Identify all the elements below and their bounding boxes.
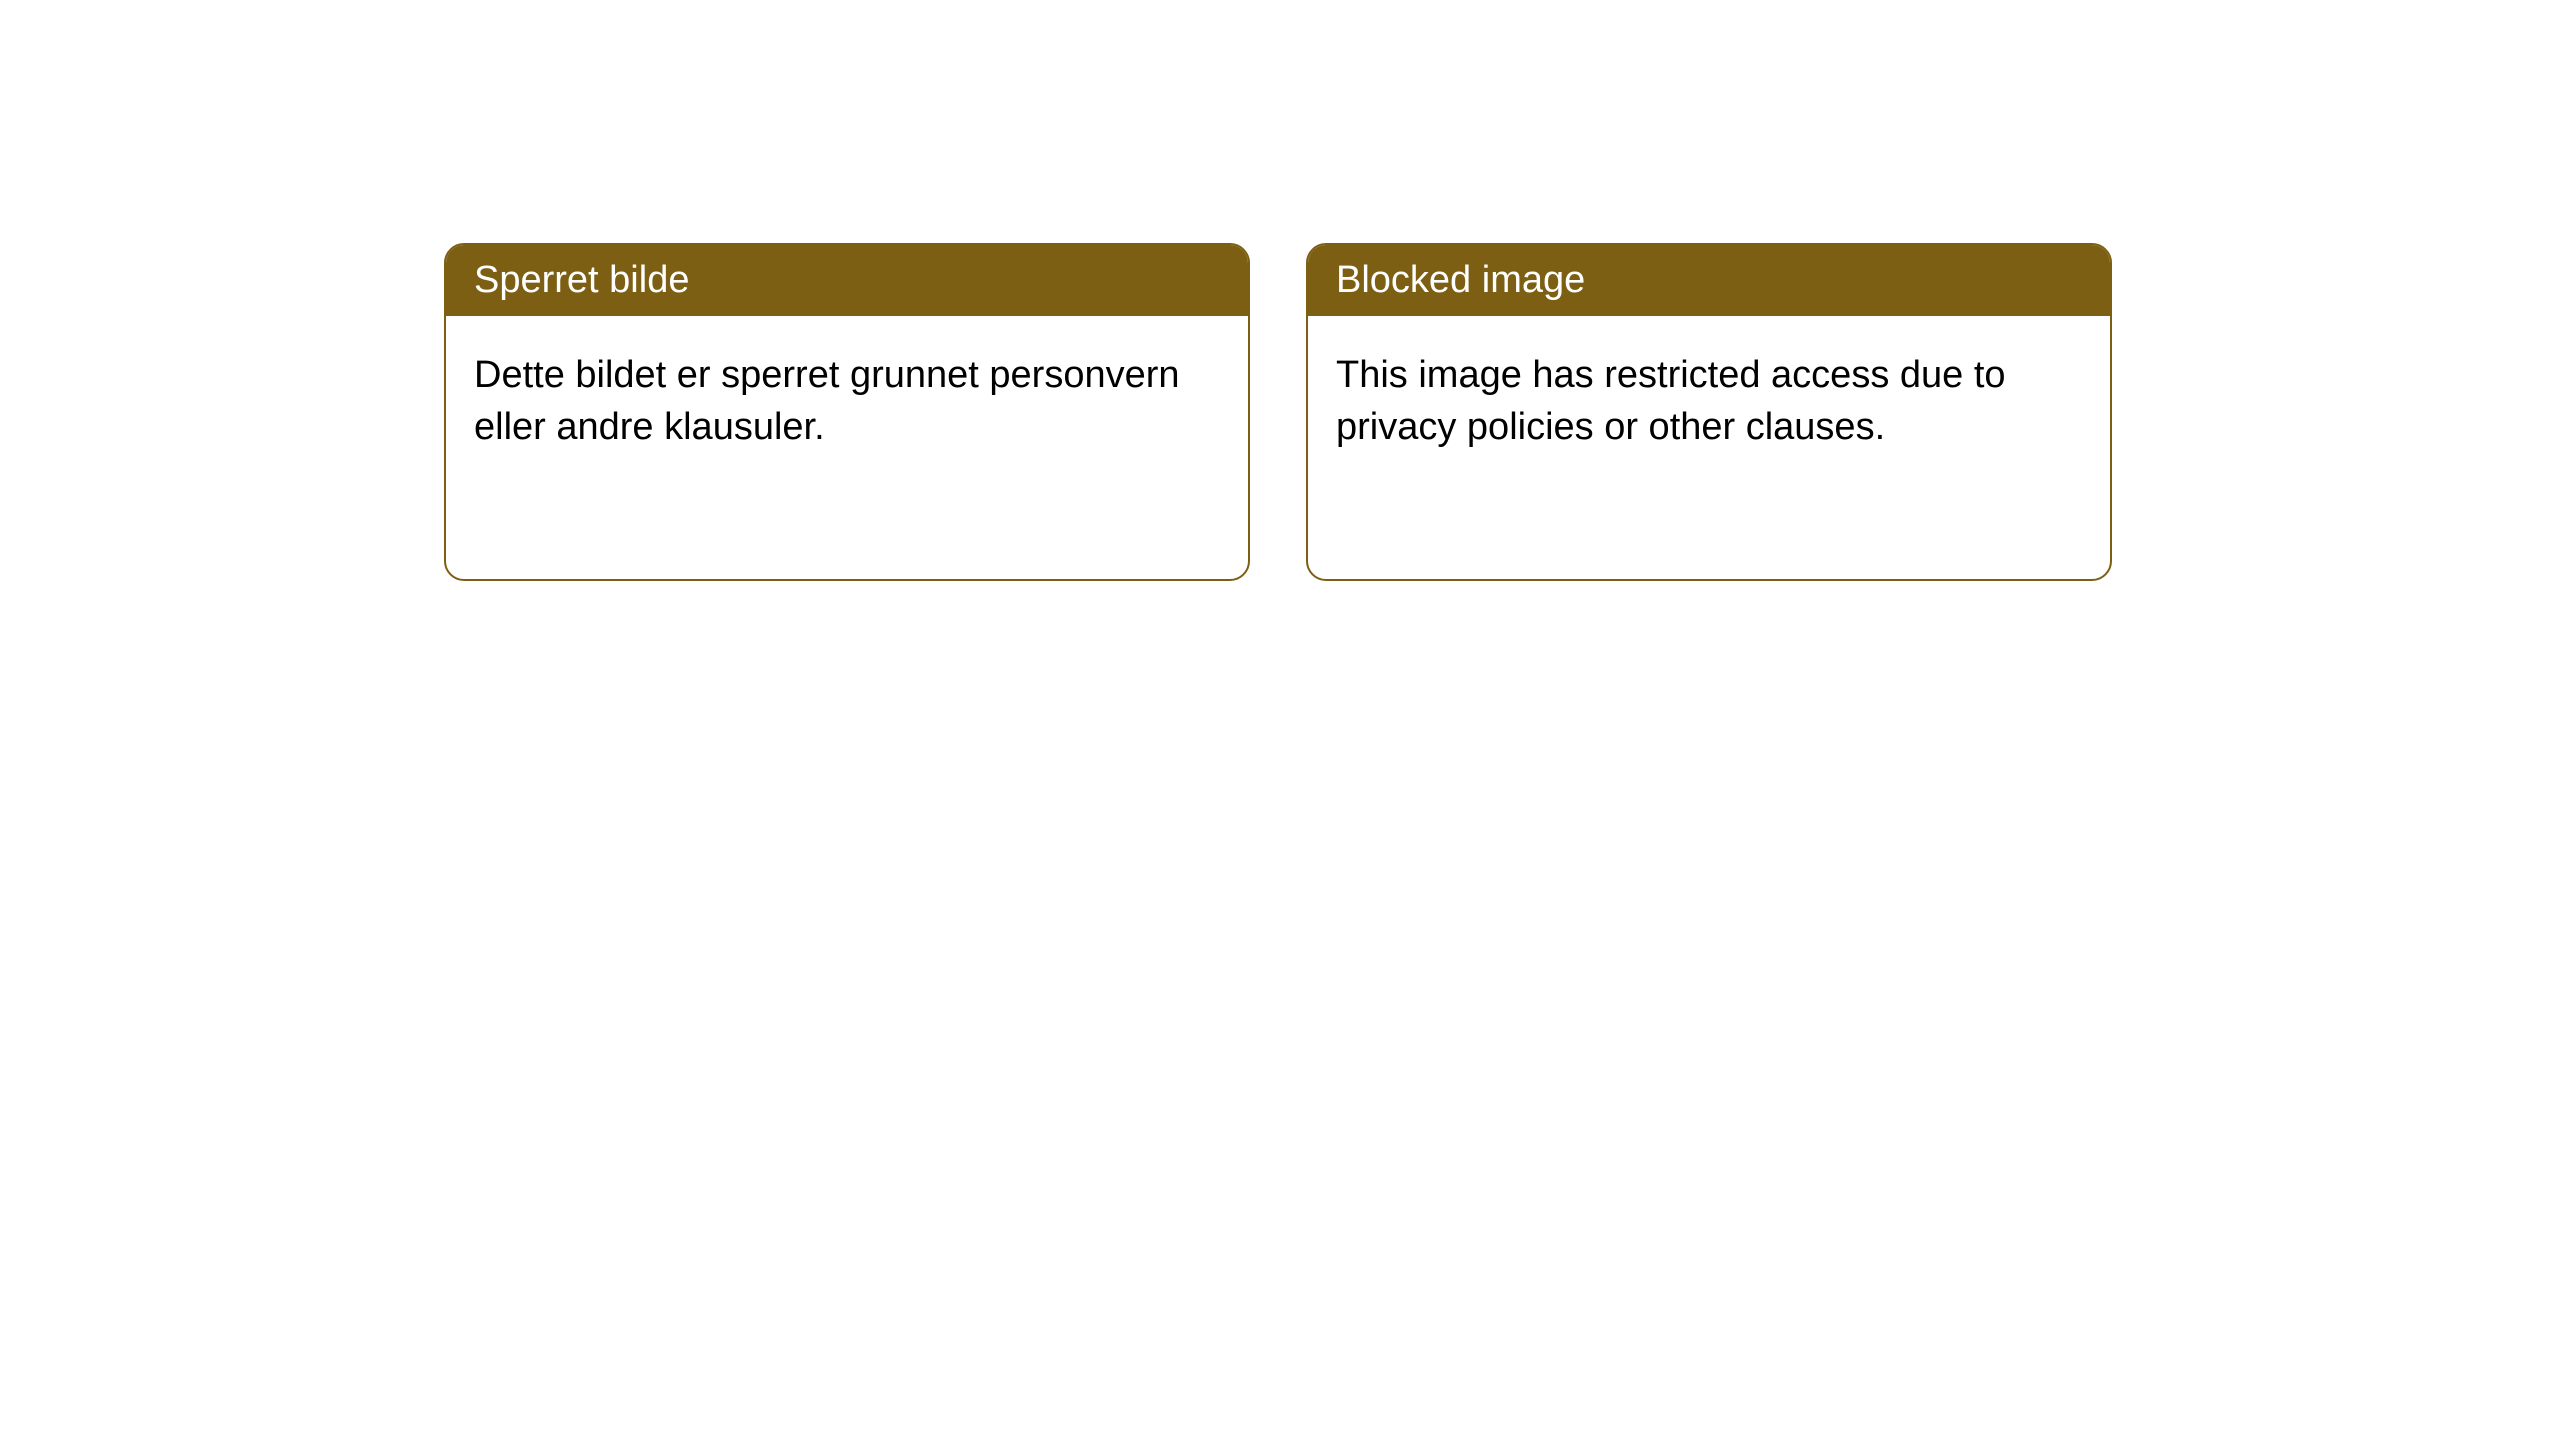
card-title-en: Blocked image xyxy=(1308,245,2110,316)
blocked-image-card-en: Blocked image This image has restricted … xyxy=(1306,243,2112,581)
card-body-no: Dette bildet er sperret grunnet personve… xyxy=(446,316,1248,487)
card-title-no: Sperret bilde xyxy=(446,245,1248,316)
blocked-image-card-no: Sperret bilde Dette bildet er sperret gr… xyxy=(444,243,1250,581)
card-body-en: This image has restricted access due to … xyxy=(1308,316,2110,487)
blocked-image-cards: Sperret bilde Dette bildet er sperret gr… xyxy=(444,243,2112,581)
